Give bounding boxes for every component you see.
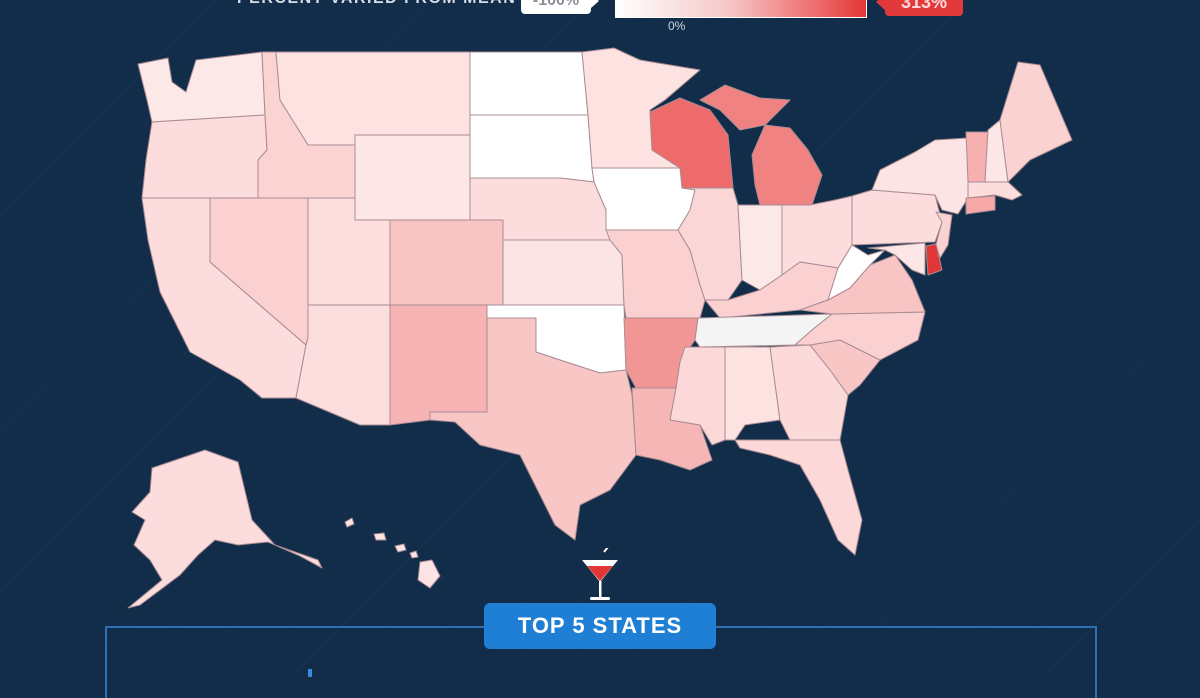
state-or[interactable] [141, 114, 268, 199]
state-ct[interactable] [965, 195, 996, 215]
state-nc[interactable] [794, 311, 926, 361]
state-in[interactable] [737, 204, 783, 291]
state-wa[interactable] [137, 51, 266, 123]
state-me[interactable] [999, 61, 1073, 183]
state-nd[interactable] [469, 51, 589, 116]
state-nj[interactable] [935, 211, 953, 259]
top-5-states-button[interactable]: TOP 5 STATES [484, 603, 716, 649]
legend-min-label: -100% [521, 0, 599, 14]
us-choropleth-map [127, 47, 1073, 609]
state-az[interactable] [295, 304, 391, 426]
legend-title: PERCENT VARIED FROM MEAN [237, 0, 516, 8]
state-co[interactable] [389, 219, 504, 306]
state-mt[interactable] [275, 51, 471, 146]
state-ia[interactable] [591, 167, 696, 231]
state-ak[interactable] [127, 449, 323, 609]
legend-max-label: 313% [876, 0, 963, 16]
state-il[interactable] [677, 187, 743, 301]
state-md[interactable] [867, 242, 926, 276]
state-sd[interactable] [469, 114, 595, 183]
cocktail-glass-icon [582, 548, 618, 600]
state-mn[interactable] [581, 47, 701, 169]
state-vt[interactable] [965, 131, 989, 183]
state-hi[interactable] [344, 517, 441, 589]
legend-gradient-bar [615, 0, 867, 18]
legend-zero-label: 0% [668, 19, 686, 33]
state-de[interactable] [925, 243, 943, 276]
state-ks[interactable] [502, 239, 625, 306]
state-fl[interactable] [734, 439, 863, 556]
state-wy[interactable] [354, 134, 471, 221]
panel-marker [308, 669, 312, 677]
state-tx[interactable] [429, 317, 637, 541]
state-nm[interactable] [389, 304, 488, 426]
state-ky[interactable] [704, 261, 839, 319]
state-wv[interactable] [827, 244, 886, 301]
state-pa[interactable] [851, 189, 943, 246]
